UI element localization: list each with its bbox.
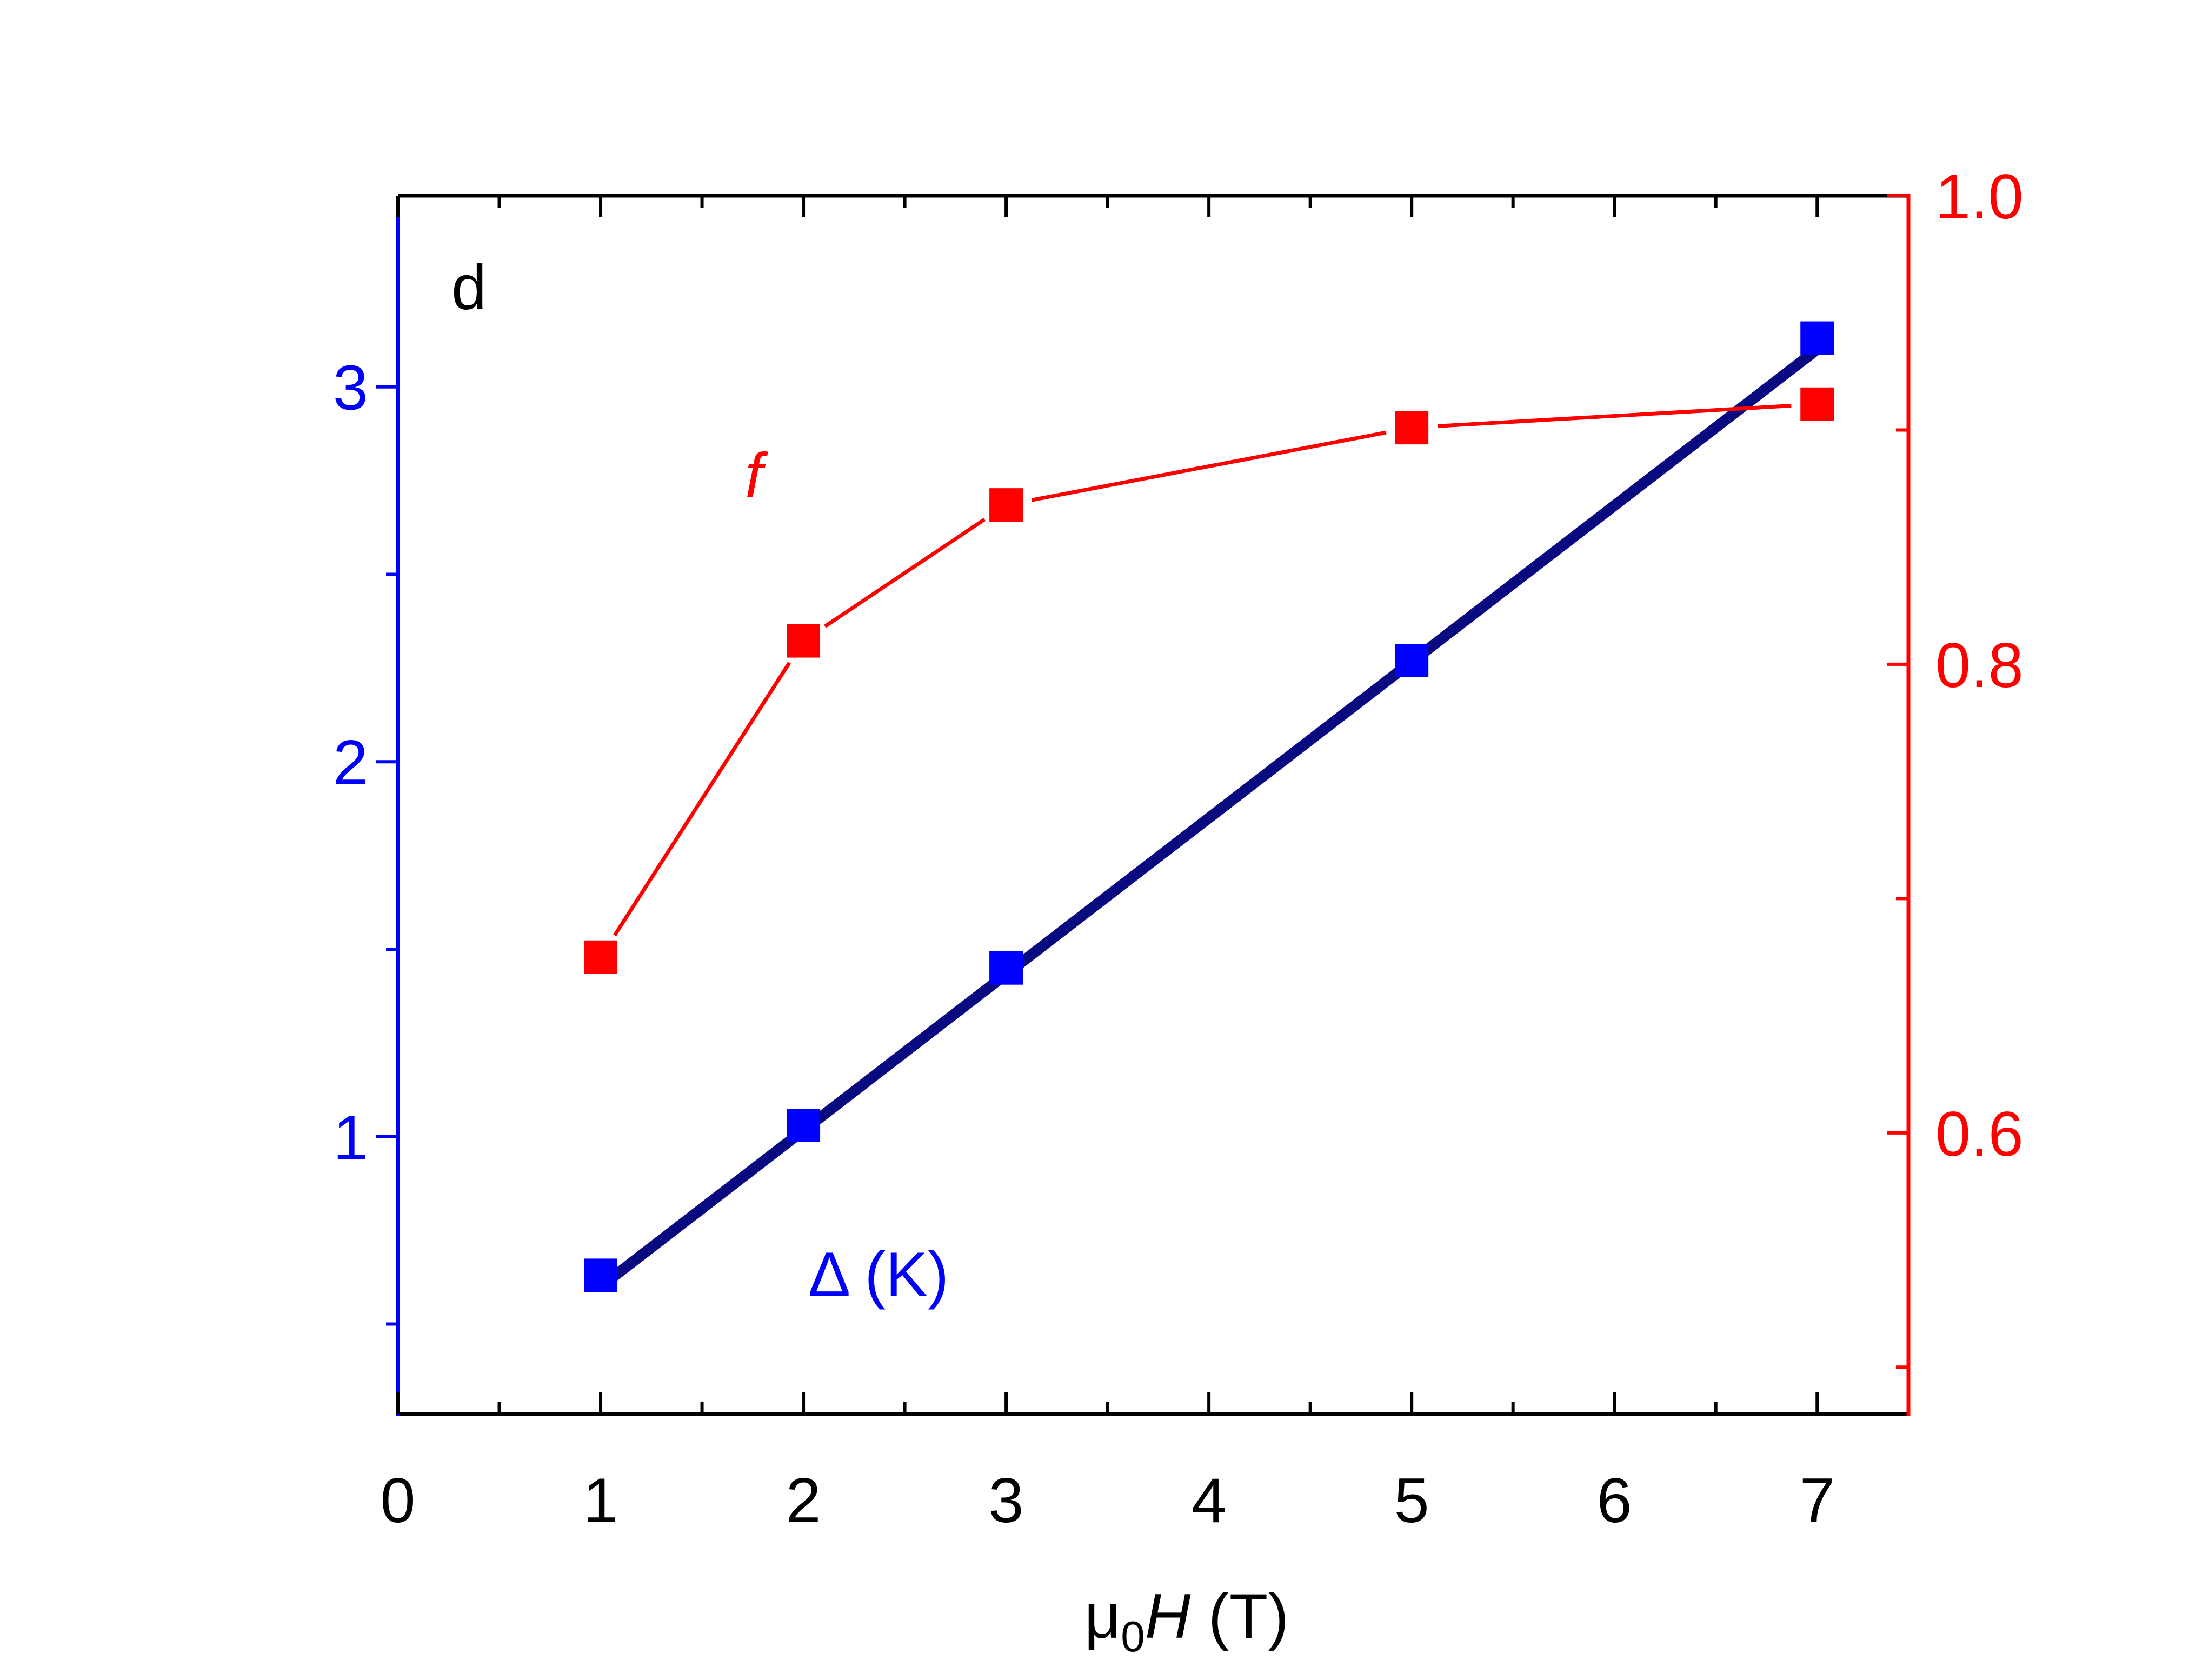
y-right-tick-label: 0.8 [1935, 630, 2024, 701]
plot-frame [396, 194, 1911, 1416]
delta-point [1395, 643, 1429, 677]
x-axis-title-sub: 0 [1121, 1612, 1145, 1661]
y-left-tick-label: 3 [333, 352, 368, 423]
f-series-segment [613, 662, 791, 937]
f-series-segment [1437, 404, 1792, 428]
y-left-tick-label: 1 [333, 1102, 368, 1173]
x-axis-title-prefix: μ [1084, 1581, 1121, 1651]
x-axis-title-italic: H [1145, 1581, 1191, 1651]
f-point [1395, 411, 1429, 445]
f-point [584, 940, 618, 974]
x-tick-label: 7 [1800, 1465, 1835, 1536]
delta-point [989, 951, 1023, 985]
y-right-tick-label: 1.0 [1935, 161, 2024, 232]
y-left-tick-label: 2 [333, 727, 368, 798]
series-label-delta: Δ (K) [808, 1239, 949, 1310]
x-tick-label: 4 [1192, 1465, 1227, 1536]
x-tick-label: 2 [786, 1465, 821, 1536]
series-lines [597, 345, 1821, 1291]
f-series-segment [1031, 430, 1387, 502]
series-markers [584, 321, 1834, 1292]
x-axis-title: μ0H (T) [1084, 1581, 1289, 1661]
axis-ticks [376, 194, 1908, 1414]
tick-labels: 0 1 2 3 4 5 6 7 1 2 3 0.6 0.8 1.0 [333, 161, 2024, 1536]
delta-point [1800, 321, 1834, 355]
y-right-tick-label: 0.6 [1935, 1098, 2024, 1169]
x-tick-label: 0 [380, 1465, 415, 1536]
delta-point [584, 1258, 618, 1292]
x-tick-label: 6 [1597, 1465, 1632, 1536]
f-point [1800, 387, 1834, 421]
series-label-f: f [745, 440, 768, 511]
delta-point [787, 1108, 821, 1142]
f-point [787, 624, 821, 658]
x-tick-label: 5 [1394, 1465, 1429, 1536]
x-tick-label: 1 [583, 1465, 618, 1536]
x-axis-title-suffix: (T) [1190, 1581, 1289, 1651]
f-point [989, 488, 1023, 522]
f-series-segment [823, 517, 986, 628]
x-tick-label: 3 [989, 1465, 1024, 1536]
panel-label: d [451, 252, 487, 323]
delta-fit-line [597, 345, 1821, 1291]
